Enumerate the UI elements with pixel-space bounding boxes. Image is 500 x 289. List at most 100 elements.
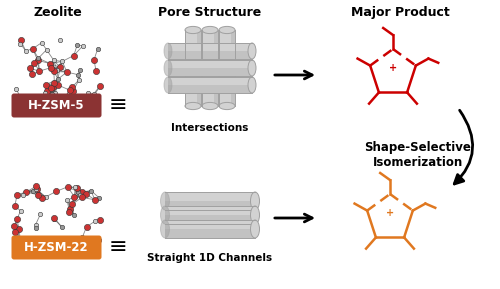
Text: Isomerization: Isomerization: [373, 155, 463, 168]
Point: [78, 190, 86, 194]
Ellipse shape: [164, 60, 172, 76]
Text: Pore Structure: Pore Structure: [158, 6, 262, 19]
Point: [68, 202, 76, 207]
Polygon shape: [168, 77, 252, 93]
Point: [13, 192, 21, 197]
Point: [42, 82, 50, 87]
Ellipse shape: [248, 60, 256, 76]
Text: ≡: ≡: [108, 237, 128, 257]
Ellipse shape: [202, 26, 218, 34]
Point: [32, 184, 40, 189]
Point: [84, 90, 92, 95]
Point: [60, 95, 68, 100]
Point: [44, 243, 52, 248]
Text: H-ZSM-22: H-ZSM-22: [24, 241, 88, 254]
Point: [38, 40, 46, 45]
Point: [58, 225, 66, 230]
Polygon shape: [168, 68, 252, 76]
Point: [52, 96, 60, 101]
Point: [50, 216, 58, 221]
Point: [87, 188, 95, 193]
Text: Shape-Selective: Shape-Selective: [364, 142, 472, 155]
Point: [26, 66, 34, 71]
FancyBboxPatch shape: [12, 236, 102, 260]
Point: [51, 90, 59, 95]
Point: [11, 204, 19, 208]
Polygon shape: [214, 30, 218, 106]
Point: [90, 58, 98, 62]
Polygon shape: [168, 60, 252, 76]
Point: [38, 243, 46, 248]
Point: [34, 58, 42, 63]
Text: +: +: [389, 63, 397, 73]
Ellipse shape: [219, 102, 235, 110]
Point: [94, 236, 102, 240]
Point: [91, 197, 99, 202]
Polygon shape: [165, 192, 255, 210]
Point: [44, 100, 52, 105]
Point: [52, 189, 60, 194]
Text: H-ZSM-5: H-ZSM-5: [28, 99, 84, 112]
Point: [16, 243, 24, 248]
Point: [46, 61, 54, 66]
Point: [11, 230, 19, 234]
Point: [38, 195, 46, 200]
Point: [74, 72, 82, 77]
Point: [16, 41, 24, 46]
Point: [82, 225, 90, 229]
Point: [58, 59, 66, 64]
Point: [75, 77, 83, 82]
Point: [32, 187, 40, 192]
Point: [66, 88, 74, 92]
Point: [70, 194, 78, 199]
Point: [64, 184, 72, 189]
Point: [78, 44, 86, 48]
FancyBboxPatch shape: [12, 94, 102, 118]
Point: [10, 224, 18, 229]
Polygon shape: [202, 30, 218, 106]
Polygon shape: [165, 201, 255, 210]
Polygon shape: [168, 51, 252, 59]
Polygon shape: [165, 220, 255, 238]
Point: [16, 38, 24, 42]
Ellipse shape: [250, 206, 260, 224]
Point: [86, 245, 94, 249]
Ellipse shape: [250, 192, 260, 210]
Text: ≡: ≡: [108, 95, 128, 115]
Point: [78, 195, 86, 200]
Point: [56, 65, 64, 70]
Point: [90, 91, 98, 96]
Point: [70, 213, 78, 217]
Point: [55, 244, 63, 248]
FancyArrowPatch shape: [454, 110, 472, 184]
Point: [50, 69, 58, 74]
Polygon shape: [165, 215, 255, 224]
Point: [32, 226, 40, 230]
Point: [41, 90, 49, 95]
Point: [30, 60, 38, 65]
Point: [40, 240, 48, 244]
Point: [95, 195, 103, 200]
Point: [72, 186, 80, 190]
Point: [36, 69, 44, 73]
Point: [43, 238, 51, 242]
Text: +: +: [386, 208, 394, 218]
Polygon shape: [168, 85, 252, 93]
Point: [34, 56, 42, 61]
Point: [96, 84, 104, 88]
Point: [58, 101, 66, 105]
Point: [34, 192, 42, 197]
Text: Major Product: Major Product: [350, 6, 450, 19]
Point: [76, 193, 84, 198]
Polygon shape: [219, 30, 235, 106]
Polygon shape: [231, 30, 235, 106]
Ellipse shape: [248, 77, 256, 93]
Polygon shape: [168, 43, 252, 59]
Point: [92, 68, 100, 73]
Point: [50, 216, 58, 221]
Point: [66, 210, 74, 214]
Point: [22, 190, 30, 194]
Point: [63, 198, 71, 203]
Point: [74, 189, 82, 194]
Point: [50, 81, 58, 86]
